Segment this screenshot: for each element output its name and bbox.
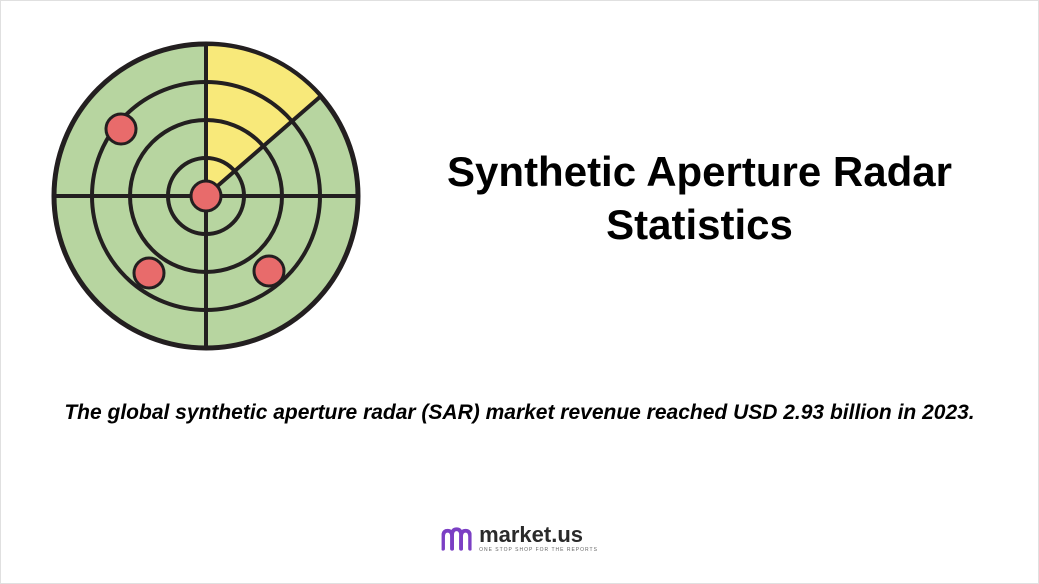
logo-tagline: ONE STOP SHOP FOR THE REPORTS [479, 548, 598, 553]
brand-logo: market.us ONE STOP SHOP FOR THE REPORTS [441, 524, 598, 553]
title-block: Synthetic Aperture Radar Statistics [411, 146, 988, 251]
logo-brand-name: market.us [479, 524, 598, 546]
main-content-row: Synthetic Aperture Radar Statistics [1, 1, 1038, 366]
market-us-logo-icon [441, 526, 471, 552]
logo-text: market.us ONE STOP SHOP FOR THE REPORTS [479, 524, 598, 553]
page-title: Synthetic Aperture Radar Statistics [411, 146, 988, 251]
radar-illustration [51, 41, 361, 356]
subtitle-text: The global synthetic aperture radar (SAR… [1, 401, 1038, 425]
radar-icon [51, 41, 361, 351]
